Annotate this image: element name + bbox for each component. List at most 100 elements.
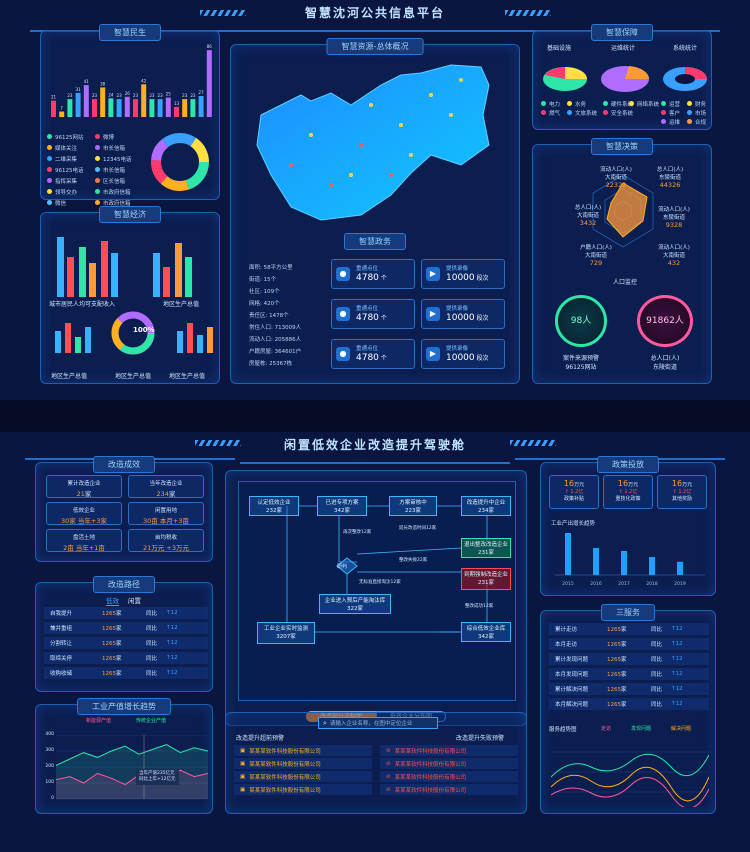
policy-bar (621, 551, 627, 575)
tab-idle[interactable]: 闲置 (128, 597, 141, 605)
livelihood-bar (141, 84, 147, 117)
progress-cell: 累计改造企业 21家 (46, 475, 122, 498)
flow-node[interactable]: 到期强制改造企业 231家 (461, 568, 511, 590)
row-unit: 家 (116, 641, 122, 647)
flow-node-label: 退出整改改造企业 (463, 542, 508, 548)
progress-cell-unit: 家 (84, 490, 92, 498)
livelihood-bar-value: 41 (84, 79, 90, 84)
population-circle: 91862人 (637, 295, 693, 347)
search-input[interactable]: 请输入企业名称，在图中定位企业 (329, 721, 413, 727)
livelihood-bar-value: 38 (100, 81, 106, 86)
legend-label: 市场 (695, 110, 707, 117)
legend-label: 网络系统 (637, 101, 660, 108)
enterprise-search[interactable]: ⌕ 请输入企业名称，在图中定位企业 (318, 717, 438, 729)
security-legend-item: 燃气 (541, 108, 560, 117)
flow-node[interactable]: 综合低效企业库 342家 (461, 622, 511, 642)
row-delta: ↑12 (166, 610, 178, 616)
security-legend-item: 合规 (687, 117, 706, 126)
legend-label: 客户 (669, 110, 681, 117)
location-pin-icon: ● (336, 267, 350, 281)
growth-panel: 工业产值增长趋势 新能源产值 传统企业产值 400 300 200 100 0 当年产值… (35, 698, 213, 814)
warning-item[interactable]: ⊘ 某某某软件科技股份有限公司 (380, 758, 518, 769)
flow-node[interactable]: 方案审核中 223家 (389, 496, 437, 516)
row-count: 1265家 (607, 702, 627, 708)
warning-item[interactable]: ▣ 某某某软件科技股份有限公司 (234, 758, 372, 769)
gov-card-value: 10000 段次 (446, 273, 489, 283)
flow-node[interactable]: 工业企业实时监测 3207家 (257, 622, 315, 644)
row-count: 1265家 (607, 657, 627, 663)
panel-title: 智慧资源-总体概况 (326, 38, 424, 55)
early-warning-title: 改造提升超前预警 (236, 735, 285, 742)
progress-panel: 改造成效 累计改造企业 21家 当年改造企业 234家 低效企业 30家 当年+3家 闲置用… (35, 456, 213, 562)
gov-card-unit: 段次 (474, 275, 489, 282)
warning-item[interactable]: ▣ 某某某软件科技股份有限公司 (234, 784, 372, 795)
warning-item[interactable]: ⊘ 某某某软件科技股份有限公司 (380, 784, 518, 795)
flow-node[interactable]: 改造提升中企业 234家 (461, 496, 511, 516)
policy-card-label: 政策补贴 (563, 496, 584, 502)
radar-label: 总人口(人) 东陵街道 44326 (647, 165, 693, 189)
row-trend: 同比 (146, 626, 158, 632)
warning-item[interactable]: ⊘ 某某某软件科技股份有限公司 (380, 745, 518, 756)
progress-cell-value: 21万元 +3万元 (143, 544, 189, 552)
gov-card[interactable]: ▶ 提供录像 10000 段次 (421, 339, 505, 369)
legend-label: 微博 (103, 134, 115, 141)
livelihood-bar (124, 96, 130, 117)
legend-label: 微信 (55, 200, 67, 207)
warning-item[interactable]: ▣ 某某某软件科技股份有限公司 (234, 745, 372, 756)
gov-card[interactable]: ● 重通点位 4780 个 (331, 339, 415, 369)
row-trend: 同比 (651, 642, 663, 648)
panel-title: 政策投放 (597, 456, 659, 473)
panel-title: 智慧民生 (99, 24, 161, 41)
policy-x-tick: 2015 (562, 581, 574, 587)
economy-panel: 智慧经济 (40, 206, 220, 384)
overview-stat: 责任区: 1478个 (249, 313, 289, 319)
legend-dot (95, 178, 100, 183)
progress-cell: 闲置用地 30亩 本月+3亩 (128, 502, 204, 525)
flow-node-label: 综合低效企业库 (466, 626, 506, 632)
flow-node-label: 改造提升中企业 (466, 500, 506, 506)
progress-cell-label: 亩均税收 (154, 535, 177, 541)
gov-card-label: 提供录像 (446, 346, 469, 352)
economy-bar-group-2 (153, 243, 192, 297)
progress-cell-label: 低效企业 (72, 508, 95, 514)
flow-node[interactable]: 认定低效企业 232家 (249, 496, 299, 516)
legend-dot (687, 119, 692, 124)
flow-node[interactable]: 企业进入预后产能淘汰库 322家 (319, 594, 391, 614)
livelihood-panel: 智慧民生 21 7 23 31 41 23 38 24 23 26 23 42 23 23 25 13 23 23… (40, 24, 220, 207)
gov-card[interactable]: ▶ 提供录像 10000 段次 (421, 259, 505, 289)
flow-node[interactable]: 已进专项方案 342家 (317, 496, 367, 516)
service-chart-title: 服务趋势图 (549, 727, 577, 733)
gov-card-unit: 段次 (474, 355, 489, 362)
location-pin-icon: ● (336, 347, 350, 361)
livelihood-bar-value: 24 (108, 92, 114, 97)
path-row: 分割转让 1265家 同比 ↑12 (44, 637, 208, 649)
row-count: 1265家 (607, 642, 627, 648)
progress-cell-label: 盘活土地 (72, 535, 95, 541)
gov-card[interactable]: ● 重通点位 4780 个 (331, 299, 415, 329)
policy-card-unit: 万元 (628, 482, 639, 488)
legend-label: 96125网站 (55, 134, 84, 141)
growth-line (56, 769, 208, 786)
gov-card[interactable]: ▶ 提供录像 10000 段次 (421, 299, 505, 329)
warning-item[interactable]: ⊘ 某某某软件科技股份有限公司 (380, 771, 518, 782)
radar-value: 432 (667, 259, 681, 267)
security-label-3: 系统统计 (673, 45, 698, 52)
tab-low-efficiency[interactable]: 低效 (106, 597, 119, 606)
progress-cell-label: 累计改造企业 (67, 481, 101, 487)
row-name: 本月走访 (555, 642, 578, 648)
growth-tooltip: 当年产值235亿元 同比上年+12亿元 (136, 769, 179, 785)
flow-node[interactable]: 退出整改改造企业 231家 (461, 538, 511, 558)
legend-dot (541, 101, 546, 106)
livelihood-bar (174, 106, 179, 117)
overview-stat: 户籍房屋: 364601户 (249, 349, 302, 355)
gov-card[interactable]: ● 重通点位 4780 个 (331, 259, 415, 289)
legend-dot (47, 145, 52, 150)
row-trend: 同比 (651, 687, 663, 693)
security-legend-item: 财务 (687, 99, 706, 108)
policy-bar (593, 548, 599, 575)
tab-flowchart[interactable]: 改造提升流程图 (306, 711, 376, 722)
flow-notes: 再次整改12家 延长改造时间12家 整改失败22家 无标准直接淘汰12家 整改成功12家 (239, 482, 517, 702)
warning-item[interactable]: ▣ 某某某软件科技股份有限公司 (234, 771, 372, 782)
growth-y-tick: 300 (45, 748, 54, 753)
dashboard-top: 智慧沈河公共信息平台 智慧民生 21 7 23 31 41 23 38 24 23 26 23 42 2… (0, 0, 750, 400)
